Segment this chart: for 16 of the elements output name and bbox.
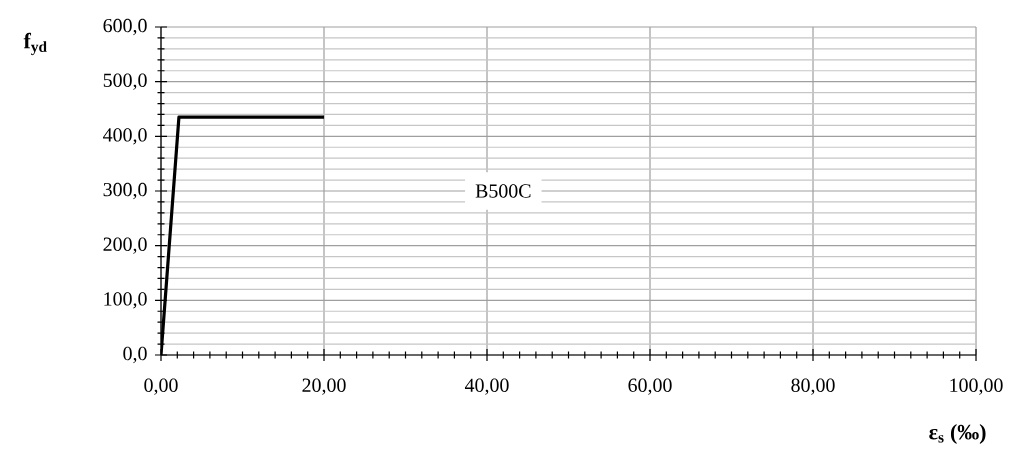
y-axis-title: f$_{yd}$ — [23, 32, 47, 56]
y-tick-label: 400,0 — [103, 128, 147, 145]
x-tick-label: 60,00 — [628, 378, 672, 395]
y-tick-label: 600,0 — [103, 18, 147, 36]
annotation: B500C — [475, 184, 531, 198]
y-tick-label: 0,0 — [123, 346, 147, 364]
y-tick-label: 300,0 — [103, 182, 147, 200]
x-tick-label: 100,00 — [950, 378, 1003, 395]
x-tick-label: 80,00 — [791, 378, 835, 395]
x-tick-label: 20,00 — [302, 378, 346, 395]
y-tick-label: 500,0 — [103, 73, 147, 90]
y-tick-label: 100,0 — [104, 292, 147, 309]
x-tick-label: 40,00 — [464, 378, 509, 395]
x-axis-title: ε$_{s}$ (‰) — [929, 424, 986, 444]
y-tick-label: 200,0 — [103, 237, 147, 254]
x-tick-label: 0,00 — [144, 378, 178, 395]
